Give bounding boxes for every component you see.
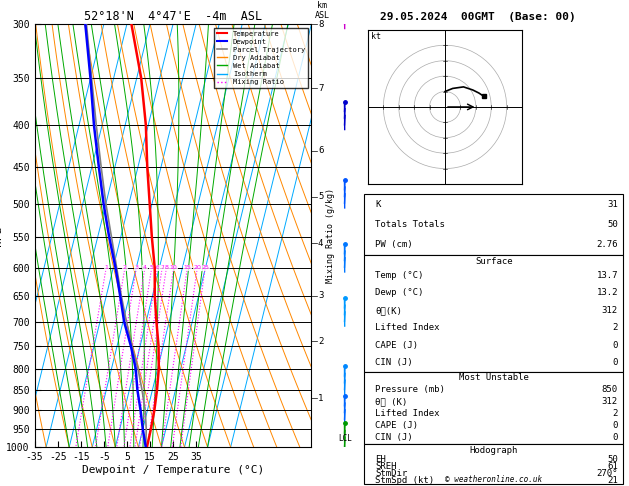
Text: 270°: 270°	[596, 469, 618, 478]
Text: LCL: LCL	[338, 434, 352, 443]
Text: EH: EH	[375, 455, 386, 464]
Text: 2: 2	[123, 265, 127, 270]
Text: 10: 10	[170, 265, 177, 270]
Text: 8: 8	[165, 265, 169, 270]
Text: K: K	[375, 200, 381, 209]
Text: 6: 6	[318, 146, 323, 155]
Bar	[364, 255, 623, 372]
Text: 5: 5	[318, 192, 323, 201]
Text: kt: kt	[371, 32, 381, 41]
Text: CAPE (J): CAPE (J)	[375, 421, 418, 430]
Text: 7: 7	[318, 84, 323, 93]
Text: CIN (J): CIN (J)	[375, 434, 413, 442]
Text: 50: 50	[607, 220, 618, 229]
Text: 7: 7	[160, 265, 164, 270]
Text: 21: 21	[607, 476, 618, 485]
Text: 50: 50	[607, 455, 618, 464]
Bar	[364, 444, 623, 484]
Bar	[364, 194, 623, 255]
Title: 52°18'N  4°47'E  -4m  ASL: 52°18'N 4°47'E -4m ASL	[84, 10, 262, 23]
Text: 2.76: 2.76	[596, 241, 618, 249]
Text: StmDir: StmDir	[375, 469, 407, 478]
Text: 25: 25	[201, 265, 209, 270]
X-axis label: Dewpoint / Temperature (°C): Dewpoint / Temperature (°C)	[82, 465, 264, 475]
Text: 3: 3	[135, 265, 138, 270]
Text: CAPE (J): CAPE (J)	[375, 341, 418, 350]
Text: Totals Totals: Totals Totals	[375, 220, 445, 229]
Text: 3: 3	[318, 291, 323, 300]
Text: 2: 2	[318, 337, 323, 346]
Text: Most Unstable: Most Unstable	[459, 373, 529, 382]
Text: 0: 0	[613, 434, 618, 442]
Text: CIN (J): CIN (J)	[375, 359, 413, 367]
Text: 1: 1	[318, 394, 323, 403]
Y-axis label: hPa: hPa	[0, 226, 3, 246]
Text: Surface: Surface	[475, 257, 513, 266]
Text: 2: 2	[613, 324, 618, 332]
Text: Lifted Index: Lifted Index	[375, 409, 440, 418]
Text: 0: 0	[613, 359, 618, 367]
Text: 13.2: 13.2	[596, 289, 618, 297]
Text: θᴇ(K): θᴇ(K)	[375, 306, 402, 315]
Legend: Temperature, Dewpoint, Parcel Trajectory, Dry Adiabat, Wet Adiabat, Isotherm, Mi: Temperature, Dewpoint, Parcel Trajectory…	[214, 28, 308, 88]
Text: 0: 0	[613, 421, 618, 430]
Text: 5: 5	[150, 265, 153, 270]
Text: 312: 312	[602, 397, 618, 406]
Text: SREH: SREH	[375, 462, 396, 470]
Text: Hodograph: Hodograph	[470, 446, 518, 454]
Text: 4: 4	[143, 265, 147, 270]
Text: 13.7: 13.7	[596, 271, 618, 280]
Text: StmSpd (kt): StmSpd (kt)	[375, 476, 434, 485]
Text: 20: 20	[193, 265, 201, 270]
Text: 31: 31	[607, 200, 618, 209]
Text: 1: 1	[104, 265, 108, 270]
Text: Dewp (°C): Dewp (°C)	[375, 289, 423, 297]
Text: Mixing Ratio (g/kg): Mixing Ratio (g/kg)	[326, 188, 335, 283]
Text: PW (cm): PW (cm)	[375, 241, 413, 249]
Text: 850: 850	[602, 385, 618, 394]
Text: 4: 4	[318, 239, 323, 248]
Text: 29.05.2024  00GMT  (Base: 00): 29.05.2024 00GMT (Base: 00)	[380, 12, 576, 22]
Text: Lifted Index: Lifted Index	[375, 324, 440, 332]
Text: 6: 6	[155, 265, 159, 270]
Text: 15: 15	[184, 265, 191, 270]
Text: 312: 312	[602, 306, 618, 315]
Text: 0: 0	[613, 341, 618, 350]
Text: 2: 2	[613, 409, 618, 418]
Text: θᴇ (K): θᴇ (K)	[375, 397, 407, 406]
Text: Temp (°C): Temp (°C)	[375, 271, 423, 280]
Text: Pressure (mb): Pressure (mb)	[375, 385, 445, 394]
Text: 61: 61	[607, 462, 618, 470]
Text: 8: 8	[318, 20, 323, 29]
Text: © weatheronline.co.uk: © weatheronline.co.uk	[445, 475, 542, 484]
Text: km
ASL: km ASL	[315, 0, 330, 20]
Bar	[364, 372, 623, 444]
